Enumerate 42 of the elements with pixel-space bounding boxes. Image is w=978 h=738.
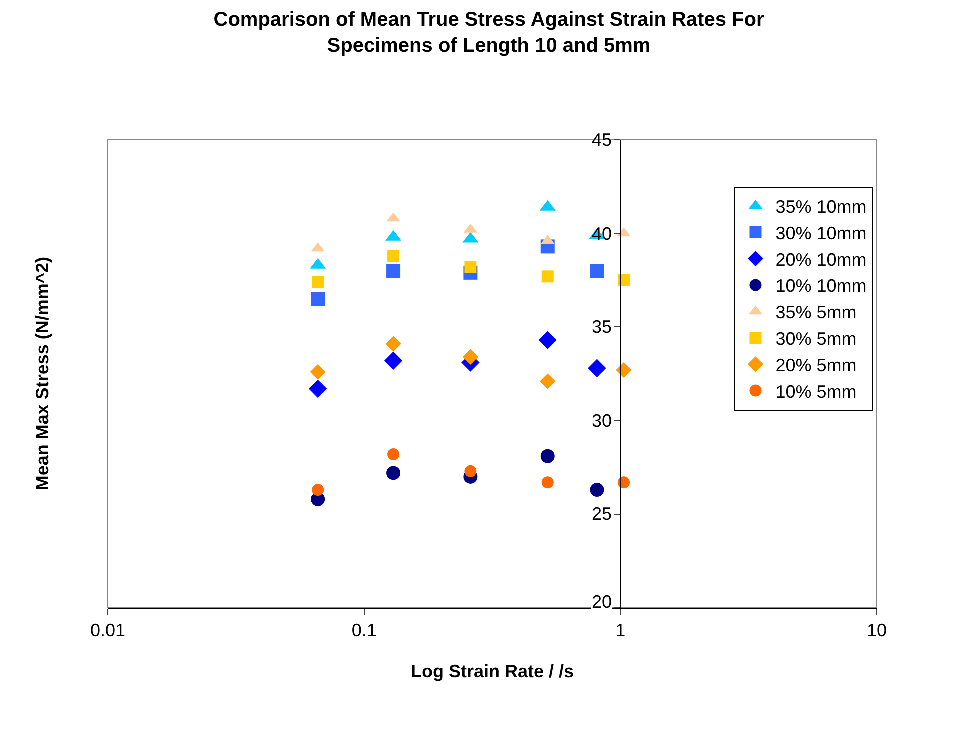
y-tick-label: 45 <box>592 130 612 150</box>
legend-label: 30% 10mm <box>776 223 867 244</box>
legend-label: 35% 5mm <box>776 302 857 323</box>
point <box>388 448 400 460</box>
point <box>310 364 326 380</box>
x-tick-label: 0.01 <box>90 620 126 641</box>
point <box>384 352 403 370</box>
x-tick-label: 10 <box>866 620 888 641</box>
legend-label: 20% 5mm <box>776 355 857 376</box>
legend-label: 20% 10mm <box>776 250 867 270</box>
point <box>540 449 555 464</box>
point <box>616 362 632 378</box>
x-tick-label: 0.1 <box>352 620 377 641</box>
point <box>386 264 401 278</box>
point <box>462 349 478 365</box>
legend-label: 35% 10mm <box>776 197 867 218</box>
point <box>388 250 400 262</box>
point <box>538 331 557 350</box>
y-tick-label: 20 <box>592 592 612 612</box>
point <box>464 465 477 478</box>
point <box>542 270 554 283</box>
x-tick-label: 1 <box>616 620 626 641</box>
point <box>618 476 630 489</box>
point <box>312 276 324 288</box>
point <box>312 484 324 496</box>
point <box>386 336 402 352</box>
point <box>542 476 554 489</box>
point <box>311 292 326 306</box>
point <box>618 274 630 286</box>
y-tick-label: 25 <box>592 504 612 524</box>
point <box>308 380 328 398</box>
point <box>386 466 401 480</box>
point <box>464 261 477 274</box>
legend-label: 10% 5mm <box>776 382 857 402</box>
legend-label: 30% 5mm <box>776 329 857 350</box>
legend-label: 10% 10mm <box>776 276 867 296</box>
y-axis-title: Mean Max Stress (N/mm^2) <box>32 257 53 491</box>
chart-title: Comparison of Mean True Stress Against Strain Rates For Specimens of Length 10 and 5mm <box>214 8 764 57</box>
point <box>540 374 556 390</box>
x-axis-title: Log Strain Rate / /s <box>410 662 574 682</box>
y-tick-label: 35 <box>592 317 612 337</box>
y-tick-label: 30 <box>592 411 612 431</box>
